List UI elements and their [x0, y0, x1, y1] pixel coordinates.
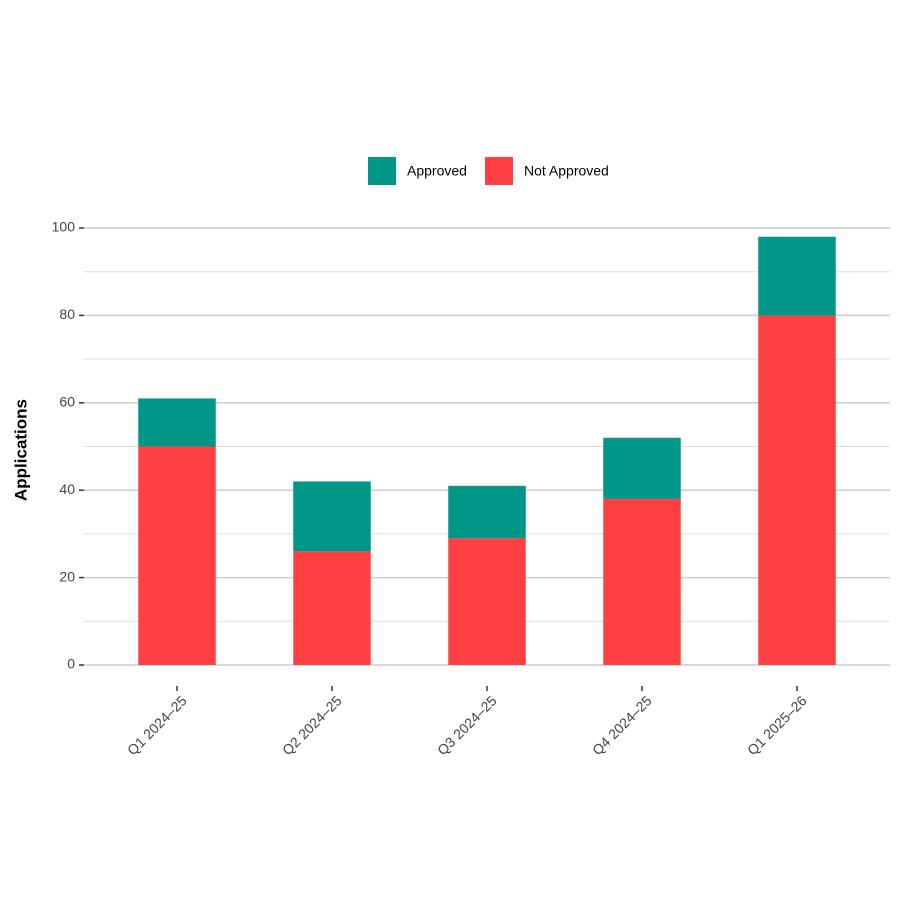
y-tick-label: 20 [59, 568, 75, 584]
y-tick-label: 60 [59, 394, 75, 410]
x-tick-label: Q3 2024–25 [434, 692, 500, 758]
y-tick-label: 40 [59, 481, 75, 497]
bar-segment [448, 485, 526, 539]
x-tick-label: Q4 2024–25 [589, 692, 655, 758]
bar-segment [448, 538, 526, 665]
bar-segment [603, 437, 681, 499]
y-tick-label: 80 [59, 306, 75, 322]
bar-segment [293, 551, 371, 665]
bar-segment [293, 481, 371, 552]
y-tick-label: 100 [52, 219, 76, 235]
bar-segment [758, 236, 836, 316]
bar-segment [758, 315, 836, 665]
legend-swatch [368, 157, 396, 185]
legend-swatch [485, 157, 513, 185]
bar-segment [138, 398, 216, 447]
y-tick-label: 0 [67, 656, 75, 672]
y-axis-title: Applications [11, 399, 30, 501]
legend-label: Approved [407, 163, 467, 179]
x-tick-label: Q1 2024–25 [124, 692, 190, 758]
x-tick-label: Q1 2025–26 [744, 692, 810, 758]
bar-segment [603, 498, 681, 665]
legend-label: Not Approved [524, 163, 609, 179]
bar-segment [138, 446, 216, 665]
x-tick-label: Q2 2024–25 [279, 692, 345, 758]
